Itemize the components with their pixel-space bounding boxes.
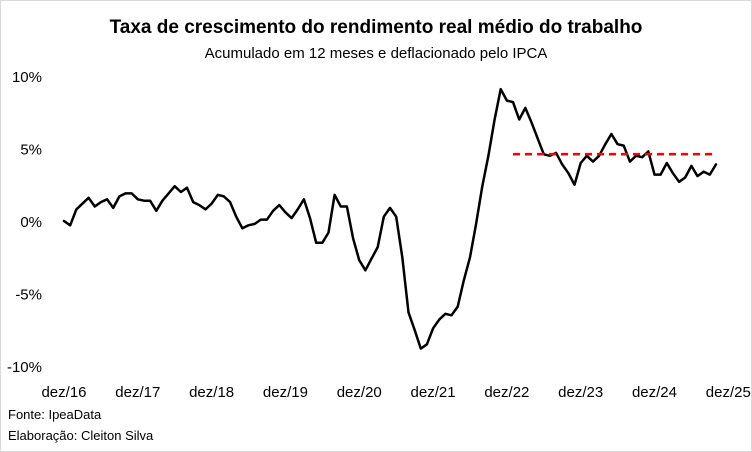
chart-title: Taxa de crescimento do rendimento real m… [109, 17, 643, 38]
credit-note: Elaboração: Cleiton Silva [8, 428, 154, 443]
y-tick-label: 0% [20, 214, 42, 231]
y-axis-ticks: 10% 5% 0% -5% -10% [7, 69, 42, 376]
x-tick-label: dez/21 [411, 384, 456, 401]
x-tick-label: dez/18 [189, 384, 234, 401]
x-tick-label: dez/24 [632, 384, 677, 401]
x-tick-label: dez/20 [337, 384, 382, 401]
y-tick-label: 5% [20, 142, 42, 159]
x-tick-label: dez/22 [484, 384, 529, 401]
x-tick-label: dez/17 [115, 384, 160, 401]
plot-area [62, 87, 718, 350]
x-axis-ticks: dez/16 dez/17 dez/18 dez/19 dez/20 dez/21 dez/… [41, 384, 750, 401]
source-note: Fonte: IpeaData [8, 407, 102, 422]
chart-subtitle: Acumulado em 12 meses e deflacionado pel… [204, 45, 548, 62]
x-tick-label: dez/19 [263, 384, 308, 401]
x-tick-label: dez/23 [558, 384, 603, 401]
y-tick-label: -5% [15, 287, 42, 304]
x-tick-label: dez/25 [706, 384, 751, 401]
y-tick-label: 10% [12, 69, 42, 86]
x-tick-label: dez/16 [41, 384, 86, 401]
y-tick-label: -10% [7, 359, 42, 376]
series-line [62, 87, 718, 350]
